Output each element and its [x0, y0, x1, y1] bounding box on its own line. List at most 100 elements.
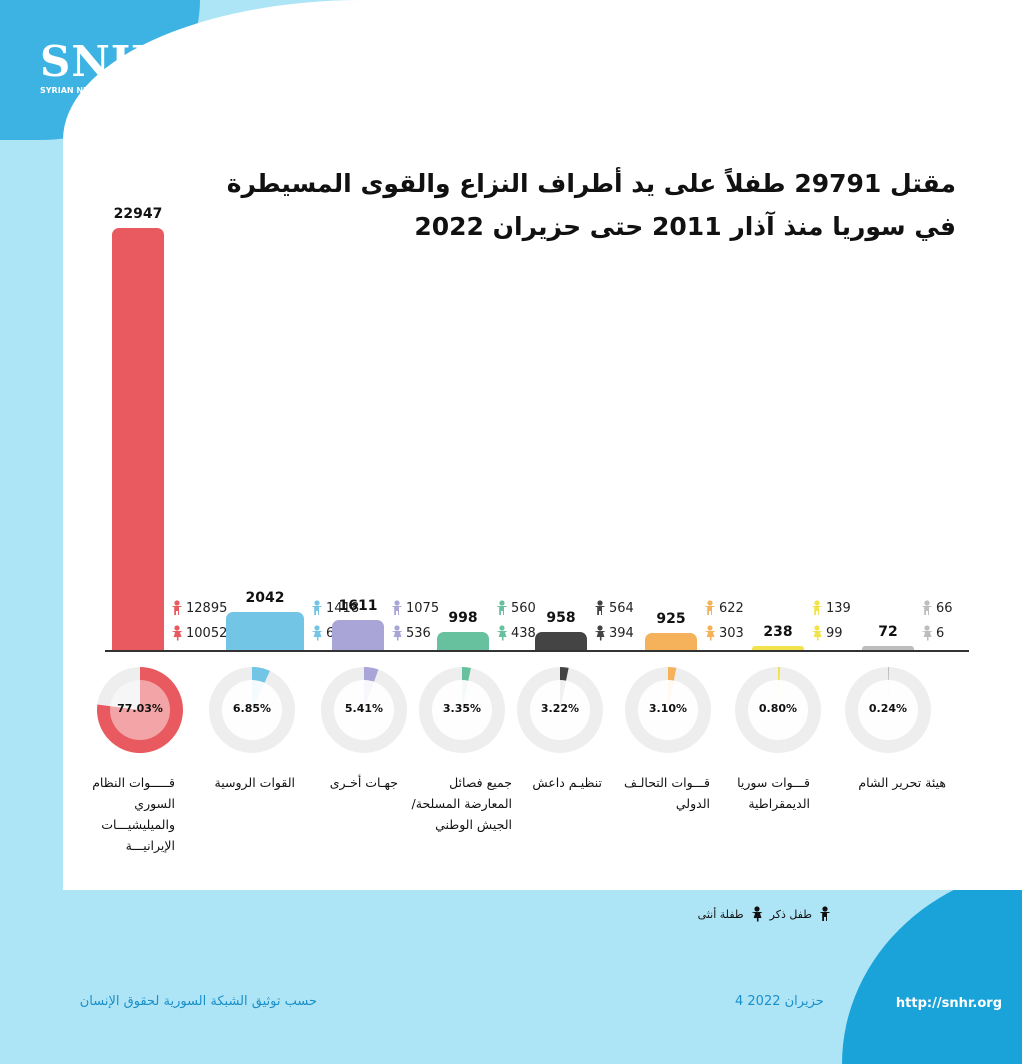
legend-female-label: طفلة أنثى: [697, 907, 744, 921]
bar-6: [645, 632, 697, 650]
donut-center: [334, 680, 394, 740]
website-link[interactable]: http://snhr.org: [895, 996, 1002, 1011]
female-child-icon: [921, 625, 933, 641]
bar-total-label: 1611: [338, 598, 378, 615]
bar-total-label: 22947: [113, 206, 163, 222]
male-count: 622: [719, 600, 744, 616]
bar-total-label: 958: [546, 610, 576, 627]
logo-english: SYRIAN NETWORK FOR HUMAN RIGHTS: [40, 86, 217, 95]
category-label: قـــوات التحالـف الدولي: [624, 775, 710, 811]
title-line-2: في سوريا منذ آذار 2011 حتى حزيران 2022: [414, 212, 956, 241]
female-child-icon: [311, 625, 323, 641]
bar-5: [535, 632, 587, 650]
male-count: 66: [936, 600, 953, 616]
male-count-row: 564: [593, 600, 634, 616]
male-child-icon: [392, 600, 402, 615]
percent-donut: [419, 667, 505, 753]
male-count-row: 1418: [310, 600, 359, 616]
snhr-logo: SNHR SYRIAN NETWORK FOR HUMAN RIGHTS الش…: [40, 37, 217, 118]
percent-label: 3.22%: [540, 702, 580, 715]
content-panel: [63, 0, 1022, 890]
female-child-icon: [704, 625, 716, 641]
male-count: 139: [826, 600, 851, 616]
female-child-icon: [594, 625, 606, 641]
percent-label: 3.10%: [648, 702, 688, 715]
footer-date: 4 حزيران 2022: [735, 994, 824, 1009]
female-count: 438: [511, 625, 536, 641]
donut-center: [432, 680, 492, 740]
male-count-row: 12895: [170, 600, 227, 616]
male-child-icon: [497, 600, 507, 615]
female-count-row: 10052: [170, 625, 227, 641]
female-count-row: 394: [593, 625, 634, 641]
percent-donut: [321, 667, 407, 753]
female-count-row: 438: [495, 625, 536, 641]
female-count: 394: [609, 625, 634, 641]
male-count: 1418: [326, 600, 360, 616]
bar-total-label: 2042: [245, 590, 285, 607]
donut-segment: [97, 667, 184, 753]
male-count: 1075: [406, 600, 440, 616]
category-label: قـــوات سوريا الديمقراطية: [737, 775, 810, 811]
bar-total-label: 72: [878, 624, 898, 640]
bar-total-label: 998: [448, 609, 478, 626]
male-count: 564: [609, 600, 634, 616]
percent-donut: [517, 667, 603, 753]
chart-title: مقتل 29791 طفلاً على يد أطراف النزاع وال…: [196, 162, 956, 248]
bar-4: [437, 631, 489, 650]
logo-text: SNHR: [40, 37, 188, 86]
male-child-icon: [820, 906, 830, 921]
donut-center: [638, 680, 698, 740]
category-label: جميع فصائل المعارضة المسلحة/الجيش الوطني: [411, 775, 512, 832]
male-child-icon: [312, 600, 322, 615]
female-count-row: 303: [703, 625, 744, 641]
percent-donut: [97, 667, 184, 753]
female-count: 536: [406, 625, 431, 641]
corner-decoration-bottom: [842, 864, 1022, 1064]
female-child-icon: [496, 625, 508, 641]
male-child-icon: [812, 600, 822, 615]
title-line-1: مقتل 29791 طفلاً على يد أطراف النزاع وال…: [226, 169, 956, 198]
male-count-row: 66: [920, 600, 953, 616]
category-label: قـــــوات النظام السوري والميليشيـــات ا…: [92, 775, 175, 853]
percent-donut: [735, 666, 821, 753]
legend-male-label: طفل ذكر: [769, 907, 812, 921]
female-child-icon: [171, 625, 183, 641]
female-count: 303: [719, 625, 744, 641]
female-count-row: 6: [920, 625, 944, 641]
male-count: 12895: [186, 600, 228, 616]
male-child-icon: [595, 600, 605, 615]
donut-center: [748, 680, 808, 740]
donut-center: [222, 680, 282, 740]
male-count-row: 560: [495, 600, 536, 616]
male-child-icon: [172, 600, 182, 615]
female-child-icon: [391, 625, 403, 641]
donut-center: [858, 680, 918, 740]
percent-donut: [209, 667, 295, 753]
legend: طفل ذكر طفلة أنثى: [698, 906, 832, 922]
bar-total-label: 238: [763, 623, 793, 640]
logo-arabic: الشبكة السورية لحقوق الإنسان: [77, 95, 190, 117]
male-child-icon: [705, 600, 715, 615]
percent-label: 6.85%: [232, 702, 272, 715]
percent-label: 0.24%: [868, 702, 908, 715]
female-child-icon: [751, 906, 763, 922]
category-label: جهـات أخـرى: [329, 775, 398, 790]
percent-label: 5.41%: [344, 702, 384, 715]
category-label: تنظيـم داعش: [532, 775, 602, 790]
male-count: 560: [511, 600, 536, 616]
female-count-row: 536: [390, 625, 431, 641]
female-count: 6: [936, 625, 945, 641]
percent-label: 3.35%: [442, 702, 482, 715]
bar-1: [112, 228, 164, 650]
category-label: هيئة تحرير الشام: [858, 775, 946, 790]
footer-source: حسب توثيق الشبكة السورية لحقوق الإنسان: [79, 994, 317, 1009]
x-axis-baseline: [105, 650, 969, 652]
female-count: 99: [826, 625, 843, 641]
donut-center: [110, 680, 170, 740]
donut-center: [530, 680, 590, 740]
percent-label: 0.80%: [758, 702, 798, 715]
percent-donut: [625, 667, 711, 753]
bar-3: [332, 620, 384, 650]
female-child-icon: [811, 625, 823, 641]
